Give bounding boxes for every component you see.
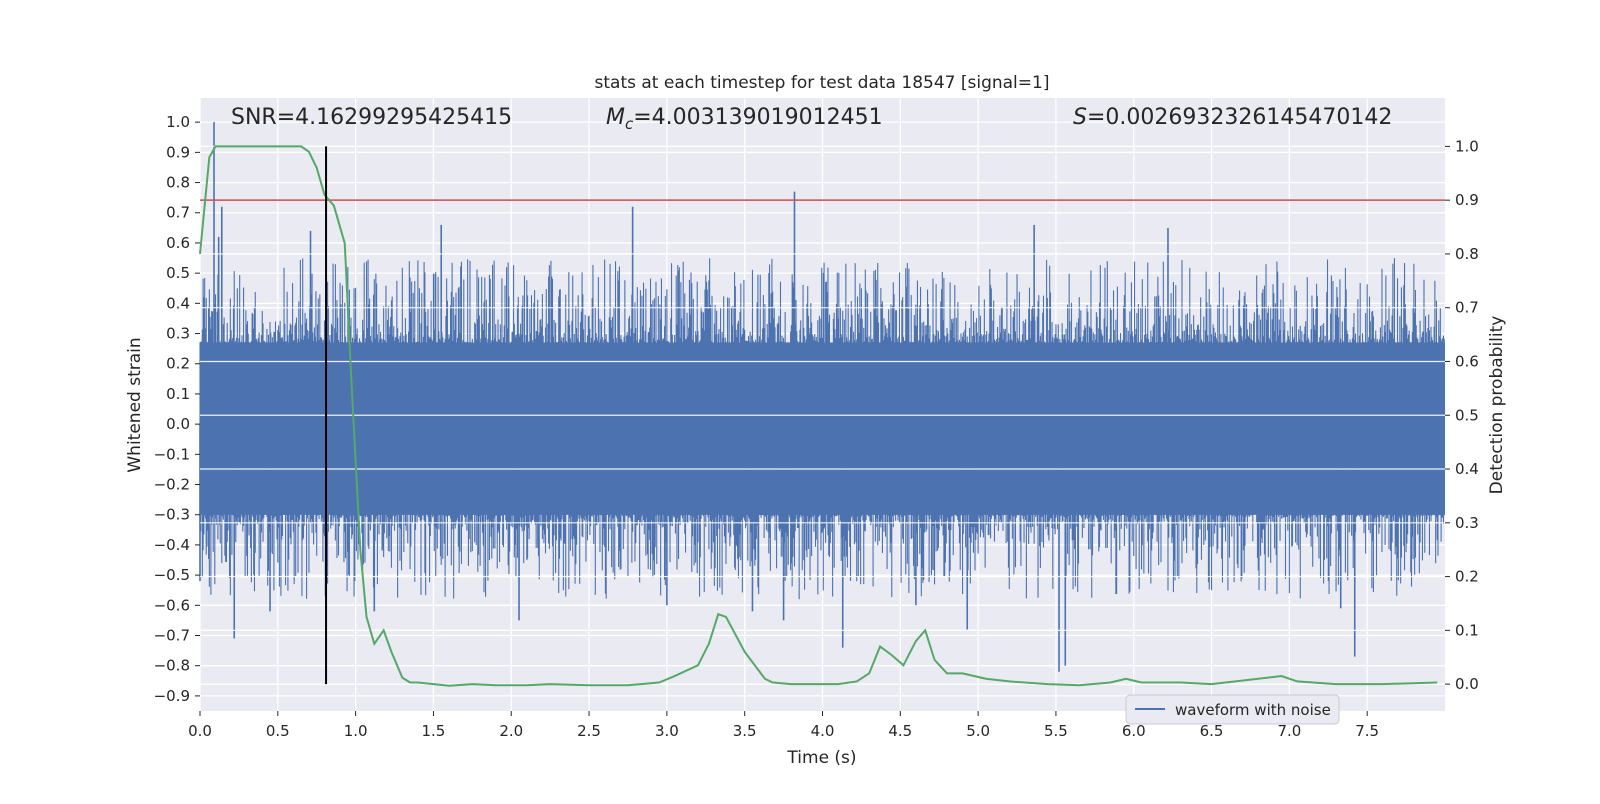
snr-annotation: SNR=4.16299295425415: [231, 105, 512, 130]
y-right-tick-label: 0.4: [1455, 460, 1479, 478]
s-annotation: S=0.0026932326145470142: [1073, 105, 1392, 130]
y-left-tick-label: −0.1: [154, 445, 190, 463]
y-right-tick-label: 0.3: [1455, 514, 1479, 532]
chirp-mass-value: =4.003139019012451: [633, 105, 882, 130]
y-left-tick-label: 0.4: [166, 294, 190, 312]
x-tick-label: 4.5: [888, 722, 912, 740]
waveform-series: [199, 122, 1445, 672]
x-tick-label: 5.0: [966, 722, 990, 740]
y-left-tick-label: 0.3: [166, 325, 190, 343]
x-tick-label: 4.0: [811, 722, 835, 740]
x-tick-label: 7.5: [1355, 722, 1379, 740]
legend: waveform with noise: [1125, 694, 1340, 725]
x-axis-ticks: 0.0 0.5 1.0 1.5 2.0 2.5 3.0 3.5 4.0 4.5 5.0 5.5 6.0 6…: [188, 711, 1379, 740]
y-left-tick-label: 0.2: [166, 355, 190, 373]
x-tick-label: 3.0: [655, 722, 679, 740]
y-right-tick-label: 0.5: [1455, 406, 1479, 424]
x-tick-label: 1.0: [344, 722, 368, 740]
y-left-tick-label: −0.5: [154, 566, 190, 584]
y-right-tick-label: 0.7: [1455, 299, 1479, 317]
y-left-tick-label: 0.9: [166, 143, 190, 161]
y-right-tick-label: 1.0: [1455, 137, 1479, 155]
y-right-tick-label: 0.0: [1455, 675, 1479, 693]
y-right-tick-label: 0.9: [1455, 191, 1479, 209]
legend-box: [1125, 694, 1340, 725]
y-left-tick-label: −0.3: [154, 506, 190, 524]
chirp-mass-symbol: M: [606, 105, 625, 130]
y-right-tick-label: 0.8: [1455, 245, 1479, 263]
y-left-tick-label: 0.6: [166, 234, 190, 252]
s-value: =0.0026932326145470142: [1087, 105, 1392, 130]
x-tick-label: 0.5: [266, 722, 290, 740]
x-tick-label: 6.0: [1122, 722, 1146, 740]
s-symbol: S: [1073, 105, 1087, 130]
chirp-mass-annotation: Mc=4.003139019012451: [606, 105, 883, 133]
y-left-tick-label: 0.0: [166, 415, 190, 433]
y-left-tick-label: −0.6: [154, 596, 190, 614]
x-tick-label: 0.0: [188, 722, 212, 740]
x-tick-label: 1.5: [422, 722, 446, 740]
y-left-tick-label: 0.1: [166, 385, 190, 403]
right-axis-ticks: 1.0 0.9 0.8 0.7 0.6 0.5 0.4 0.3 0.2 0.1 0.0: [1445, 137, 1479, 693]
y-right-tick-label: 0.1: [1455, 621, 1479, 639]
y-left-tick-label: 0.7: [166, 204, 190, 222]
x-tick-label: 3.5: [733, 722, 757, 740]
left-axis-label: Whitened strain: [125, 337, 145, 472]
y-left-tick-label: −0.2: [154, 476, 190, 494]
x-tick-label: 2.0: [499, 722, 523, 740]
y-left-tick-label: −0.8: [154, 657, 190, 675]
legend-entry-waveform: waveform with noise: [1175, 701, 1331, 719]
y-left-tick-label: −0.4: [154, 536, 190, 554]
chart-title: stats at each timestep for test data 185…: [595, 73, 1050, 93]
y-left-tick-label: 1.0: [166, 113, 190, 131]
y-left-tick-label: −0.9: [154, 687, 190, 705]
y-left-tick-label: 0.8: [166, 174, 190, 192]
x-tick-label: 6.5: [1200, 722, 1224, 740]
y-right-tick-label: 0.6: [1455, 352, 1479, 370]
y-left-tick-label: −0.7: [154, 627, 190, 645]
chirp-mass-subscript: c: [625, 115, 634, 133]
left-axis-ticks: 1.0 0.9 0.8 0.7 0.6 0.5 0.4 0.3 0.2 0.1 0.0 −0.1 −0.…: [154, 113, 200, 705]
detection-probability-line: [199, 145, 1438, 687]
y-right-tick-label: 0.2: [1455, 568, 1479, 586]
right-axis-label: Detection probability: [1487, 316, 1507, 495]
x-tick-label: 7.0: [1277, 722, 1301, 740]
y-left-tick-label: 0.5: [166, 264, 190, 282]
x-tick-label: 5.5: [1044, 722, 1068, 740]
x-tick-label: 2.5: [577, 722, 601, 740]
x-axis-label: Time (s): [786, 748, 856, 768]
